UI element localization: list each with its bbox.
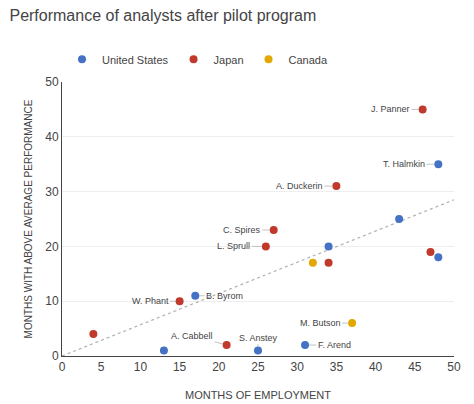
svg-text:0: 0 — [59, 360, 66, 374]
svg-text:C. Spires: C. Spires — [223, 225, 261, 235]
svg-text:20: 20 — [212, 360, 226, 374]
svg-text:15: 15 — [173, 360, 187, 374]
svg-text:30: 30 — [291, 360, 305, 374]
svg-text:B. Byrom: B. Byrom — [206, 291, 243, 301]
svg-text:M. Butson: M. Butson — [300, 318, 341, 328]
svg-text:50: 50 — [45, 75, 59, 89]
svg-text:45: 45 — [408, 360, 422, 374]
svg-text:Canada: Canada — [289, 54, 328, 66]
svg-text:40: 40 — [369, 360, 383, 374]
svg-text:30: 30 — [45, 185, 59, 199]
svg-text:L. Sprull: L. Sprull — [217, 241, 250, 251]
svg-text:T. Halmkin: T. Halmkin — [383, 159, 425, 169]
svg-text:MONTHS WITH ABOVE AVERAGE PERF: MONTHS WITH ABOVE AVERAGE PERFORMANCE — [23, 99, 34, 338]
svg-text:A. Duckerin: A. Duckerin — [276, 181, 323, 191]
svg-text:MONTHS OF EMPLOYMENT: MONTHS OF EMPLOYMENT — [185, 389, 331, 401]
svg-text:J. Panner: J. Panner — [371, 104, 410, 114]
svg-text:Performance of analysts after: Performance of analysts after pilot prog… — [9, 7, 316, 24]
svg-text:0: 0 — [52, 349, 59, 363]
svg-text:20: 20 — [45, 240, 59, 254]
svg-text:25: 25 — [251, 360, 265, 374]
svg-text:F. Arend: F. Arend — [318, 340, 351, 350]
svg-text:W. Phant: W. Phant — [132, 296, 169, 306]
svg-text:35: 35 — [330, 360, 344, 374]
svg-text:A. Cabbell: A. Cabbell — [171, 331, 213, 341]
svg-text:10: 10 — [45, 294, 59, 308]
svg-text:S. Anstey: S. Anstey — [239, 333, 278, 343]
svg-text:10: 10 — [134, 360, 148, 374]
svg-text:Japan: Japan — [214, 54, 244, 66]
svg-text:5: 5 — [98, 360, 105, 374]
svg-text:40: 40 — [45, 130, 59, 144]
svg-text:United States: United States — [102, 54, 169, 66]
svg-text:50: 50 — [447, 360, 461, 374]
